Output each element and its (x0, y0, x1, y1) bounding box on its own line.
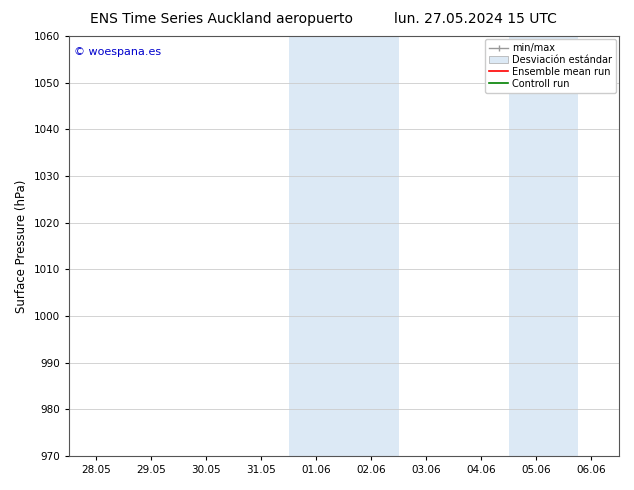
Bar (289, 36, 399, 456)
Text: © woespana.es: © woespana.es (74, 47, 162, 57)
Y-axis label: Surface Pressure (hPa): Surface Pressure (hPa) (15, 179, 28, 313)
Text: ENS Time Series Auckland aeropuerto: ENS Time Series Auckland aeropuerto (91, 12, 353, 26)
Legend: min/max, Desviación estándar, Ensemble mean run, Controll run: min/max, Desviación estándar, Ensemble m… (485, 39, 616, 93)
Text: lun. 27.05.2024 15 UTC: lun. 27.05.2024 15 UTC (394, 12, 557, 26)
Bar (509, 36, 578, 456)
